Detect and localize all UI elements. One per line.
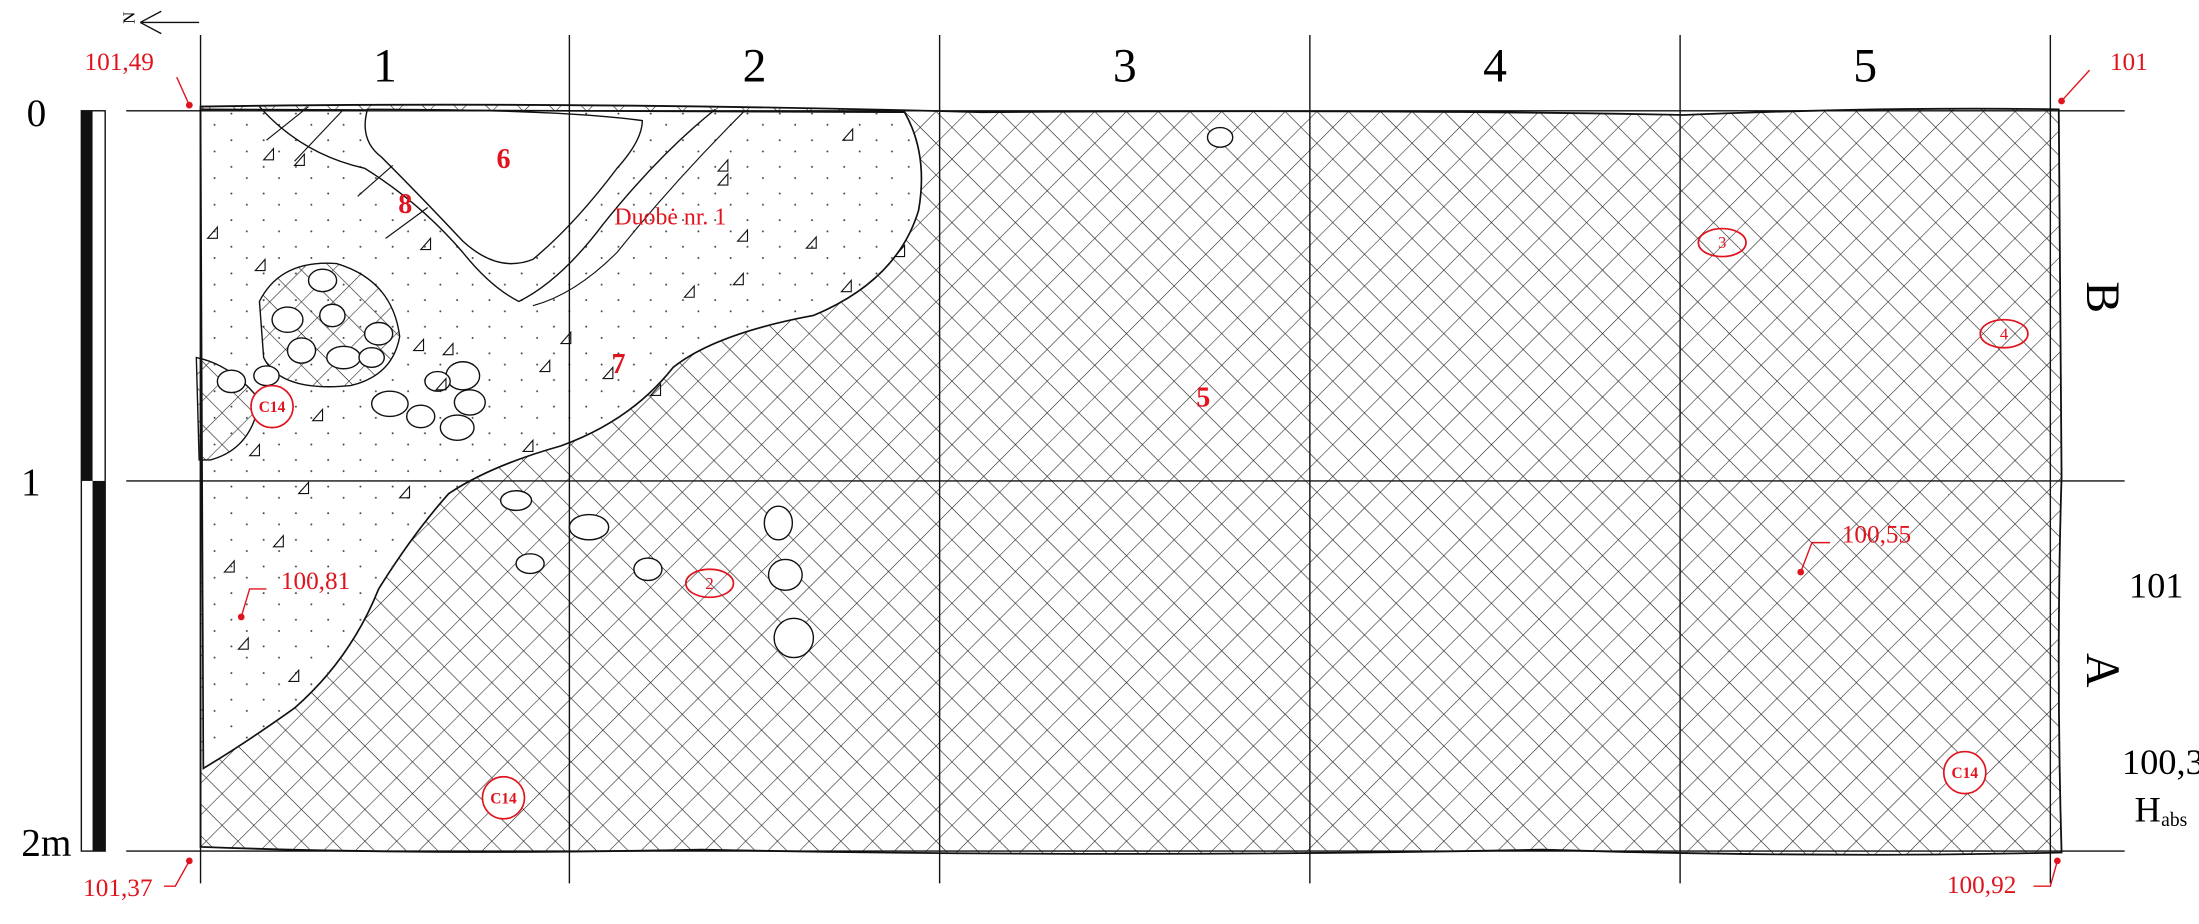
- stone: [320, 304, 345, 326]
- stone: [516, 554, 544, 574]
- column-label: 3: [1113, 40, 1137, 92]
- scale-label: 1: [21, 461, 41, 504]
- stone: [272, 307, 303, 332]
- stone: [774, 618, 813, 657]
- stone: [634, 558, 662, 580]
- layer-number: 8: [398, 189, 412, 220]
- elevation-label: 100,55: [1842, 522, 1911, 549]
- elevation-label: 100,81: [281, 568, 350, 595]
- column-label: 4: [1483, 40, 1507, 92]
- stone: [1207, 128, 1232, 148]
- stone: [407, 405, 435, 427]
- layer-number: 6: [496, 144, 510, 175]
- elevation-label: 101: [2110, 49, 2148, 76]
- elevation-label: 100,92: [1947, 872, 2016, 899]
- stone: [454, 390, 485, 415]
- h-abs-sub: abs: [2161, 810, 2187, 831]
- sample-label: C14: [1952, 765, 1979, 782]
- scale-label: 0: [27, 92, 47, 135]
- scale-bar-segment: [81, 111, 92, 481]
- sample-label: C14: [259, 399, 286, 416]
- column-label: 1: [373, 40, 397, 92]
- north-label: N: [120, 12, 139, 24]
- stone: [254, 366, 279, 386]
- elevation-label: 101,49: [84, 49, 153, 76]
- excavation-plan: N 1 2 3 4 5 B A 0 1 2m 101,49 101 101,37 100,92 100,81…: [0, 0, 2199, 924]
- layer-number: 5: [1196, 383, 1210, 414]
- stone: [372, 391, 408, 416]
- row-label: A: [2076, 653, 2128, 688]
- h-abs: H: [2134, 790, 2160, 830]
- side-label: 100,3: [2122, 742, 2199, 782]
- scale-bar-segment: [93, 481, 106, 851]
- stone: [764, 506, 792, 540]
- layer-number: 7: [611, 349, 625, 380]
- stone: [446, 362, 480, 390]
- stone: [569, 515, 608, 540]
- row-label: B: [2076, 281, 2128, 313]
- find-number: 4: [2000, 324, 2009, 343]
- stone: [309, 269, 337, 291]
- column-label: 5: [1853, 40, 1877, 92]
- find-number: 2: [705, 574, 713, 593]
- elevation-label: 101,37: [83, 875, 152, 902]
- column-label: 2: [743, 40, 767, 92]
- stone: [359, 348, 384, 368]
- stone: [501, 491, 532, 511]
- feature-label: Duobė nr. 1: [614, 204, 726, 230]
- stone: [217, 370, 245, 392]
- stone: [365, 322, 393, 344]
- stone: [287, 338, 315, 363]
- side-label: 101: [2129, 565, 2184, 605]
- sample-label: C14: [490, 790, 517, 807]
- stone: [769, 559, 803, 590]
- stone: [440, 415, 474, 440]
- stone: [327, 346, 361, 368]
- find-number: 3: [1718, 233, 1726, 252]
- scale-label: 2m: [21, 821, 71, 864]
